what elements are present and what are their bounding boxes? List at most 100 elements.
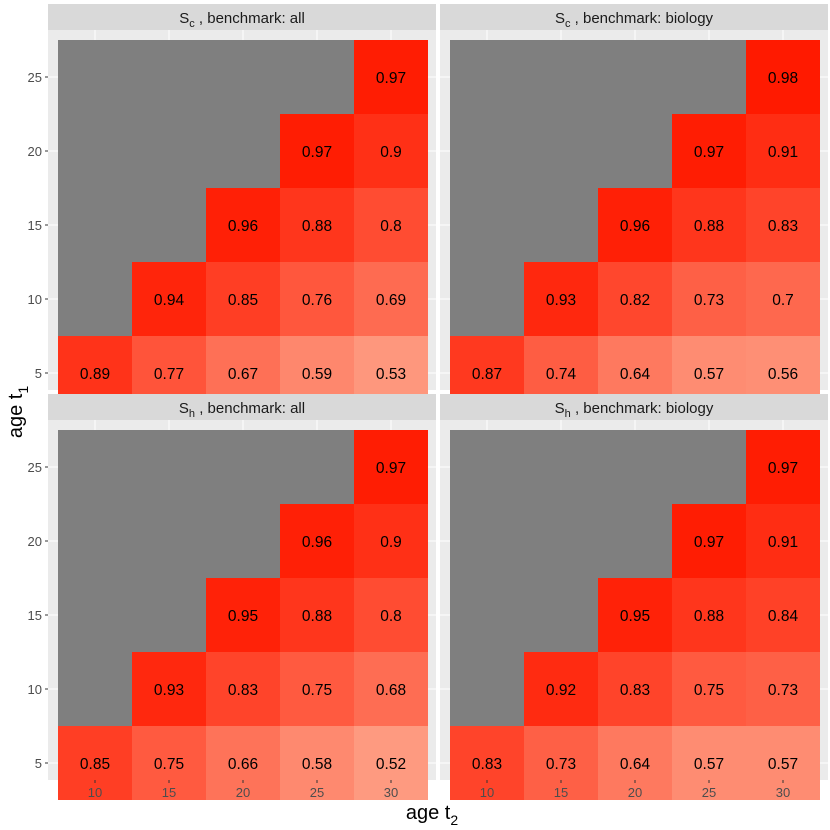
x-tick-label: 15 <box>162 785 176 800</box>
cell-value-label: 0.77 <box>154 366 184 383</box>
facet-strip <box>48 4 436 30</box>
cell-value-label: 0.96 <box>228 218 258 235</box>
cell-value-label: 0.68 <box>376 682 406 699</box>
facet-title-subscript: c <box>189 18 195 30</box>
heatmap-cell <box>672 504 746 578</box>
facet-strip <box>48 394 436 420</box>
y-tick-label: 15 <box>28 218 42 233</box>
cell-value-label: 0.73 <box>768 682 798 699</box>
heatmap-cell <box>746 114 820 188</box>
cell-value-label: 0.91 <box>768 534 798 551</box>
facet-strip-title: Sc , benchmark: all <box>179 10 305 30</box>
cell-value-label: 0.83 <box>620 682 650 699</box>
cell-value-label: 0.59 <box>302 366 332 383</box>
y-tick-label: 5 <box>35 756 42 771</box>
x-tick-label: 25 <box>702 785 716 800</box>
heatmap-cell <box>280 652 354 726</box>
y-tick-label: 20 <box>28 144 42 159</box>
cell-value-label: 0.9 <box>380 534 402 551</box>
cell-value-label: 0.8 <box>380 608 402 625</box>
x-axis-title-subscript: 2 <box>450 812 458 828</box>
cell-value-label: 0.85 <box>228 292 258 309</box>
heatmap-cell <box>280 504 354 578</box>
x-tick-label: 20 <box>628 785 642 800</box>
heatmap-cell <box>354 726 428 800</box>
facet-strip <box>440 4 828 30</box>
heatmap-cell <box>746 262 820 336</box>
cell-value-label: 0.97 <box>302 144 332 161</box>
heatmap-cell <box>132 262 206 336</box>
cell-value-label: 0.83 <box>768 218 798 235</box>
cell-value-label: 0.53 <box>376 366 406 383</box>
facet-title-main: S <box>179 10 189 27</box>
heatmap-cell <box>746 652 820 726</box>
heatmap-cell <box>206 262 280 336</box>
cell-value-label: 0.84 <box>768 608 799 625</box>
y-tick-label: 10 <box>28 292 42 307</box>
heatmap-cell <box>746 430 820 504</box>
heatmap-cell <box>746 504 820 578</box>
cell-value-label: 0.88 <box>694 608 724 625</box>
cell-value-label: 0.92 <box>546 682 576 699</box>
cell-value-label: 0.56 <box>768 366 798 383</box>
facet-panel-4: Sh , benchmark: biology 0.83 0.73 0.64 0.57 0… <box>440 394 828 800</box>
heatmap-cell <box>280 114 354 188</box>
facet-title-subscript: h <box>565 408 571 420</box>
x-tick-label: 20 <box>236 785 250 800</box>
heatmap-cell <box>354 578 428 652</box>
facet-title-main: S <box>179 400 189 417</box>
x-tick-label: 25 <box>310 785 324 800</box>
cell-value-label: 0.85 <box>80 756 110 773</box>
cell-value-label: 0.95 <box>228 608 258 625</box>
heatmap-cell <box>672 114 746 188</box>
y-tick-label: 20 <box>28 534 42 549</box>
cell-value-label: 0.97 <box>376 70 406 87</box>
cell-value-label: 0.82 <box>620 292 650 309</box>
cell-value-label: 0.75 <box>154 756 184 773</box>
facet-strip-title: Sh , benchmark: biology <box>555 400 714 420</box>
y-tick-label: 10 <box>28 682 42 697</box>
cell-value-label: 0.69 <box>376 292 406 309</box>
cell-value-label: 0.7 <box>772 292 794 309</box>
y-tick-label: 25 <box>28 460 42 475</box>
heatmap-cell <box>280 726 354 800</box>
y-axis-title-main: age t <box>5 393 27 438</box>
heatmap-cell <box>598 578 672 652</box>
heatmap-cell <box>206 578 280 652</box>
heatmap-cell <box>746 726 820 800</box>
heatmap-cell <box>354 262 428 336</box>
cell-value-label: 0.75 <box>694 682 724 699</box>
heatmap-cell <box>746 188 820 262</box>
heatmap-cell <box>354 652 428 726</box>
facet-title-rest: , benchmark: all <box>195 400 305 417</box>
cell-value-label: 0.91 <box>768 144 798 161</box>
cell-value-label: 0.98 <box>768 70 798 87</box>
heatmap-cell <box>132 726 206 800</box>
cell-value-label: 0.88 <box>694 218 724 235</box>
cell-value-label: 0.97 <box>694 534 724 551</box>
cell-value-label: 0.8 <box>380 218 402 235</box>
y-tick-label: 25 <box>28 70 42 85</box>
x-axis-title: age t2 <box>406 802 458 828</box>
heatmap-cell <box>58 726 132 800</box>
cell-value-label: 0.57 <box>768 756 798 773</box>
heatmap-cell <box>598 188 672 262</box>
y-tick-label: 15 <box>28 608 42 623</box>
facet-title-main: S <box>555 10 565 27</box>
cell-value-label: 0.9 <box>380 144 402 161</box>
heatmap-cell <box>672 726 746 800</box>
facet-title-main: S <box>555 400 565 417</box>
y-axis-title: age t1 <box>5 386 31 438</box>
heatmap-cell <box>524 262 598 336</box>
cell-value-label: 0.87 <box>472 366 502 383</box>
heatmap-cell <box>132 652 206 726</box>
cell-value-label: 0.83 <box>472 756 502 773</box>
cell-value-label: 0.75 <box>302 682 332 699</box>
cell-value-label: 0.64 <box>620 366 651 383</box>
x-tick-label: 10 <box>480 785 494 800</box>
cell-value-label: 0.88 <box>302 608 332 625</box>
heatmap-cell <box>524 652 598 726</box>
heatmap-cell <box>280 262 354 336</box>
